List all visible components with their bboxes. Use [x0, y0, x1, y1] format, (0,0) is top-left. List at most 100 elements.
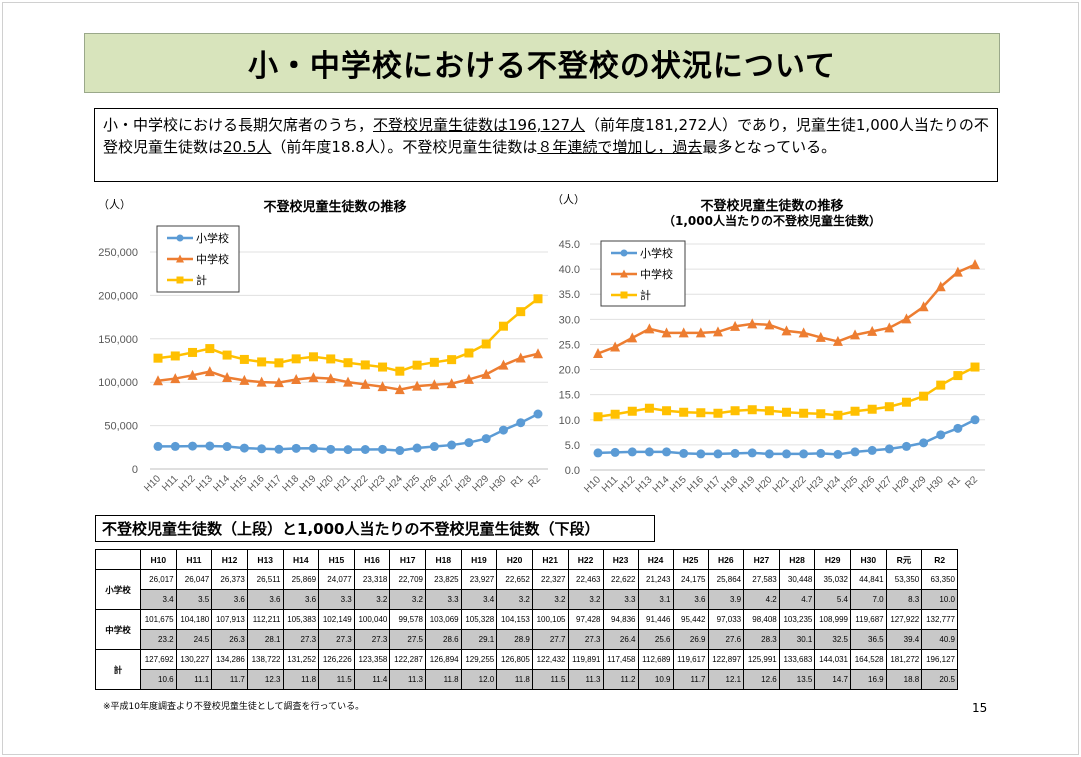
data-point: [377, 381, 388, 392]
data-point: [481, 434, 491, 444]
data-point: [918, 301, 929, 312]
data-point: [515, 352, 526, 363]
column-header: H21: [531, 549, 569, 570]
column-header: H11: [175, 549, 213, 570]
data-point: [447, 440, 457, 450]
count-cell: 95,442: [672, 609, 709, 630]
count-cell: 196,127: [921, 649, 958, 670]
data-point: [952, 266, 963, 277]
count-cell: 100,040: [353, 609, 391, 630]
rate-cell: 11.7: [672, 669, 709, 690]
rate-cell: 3.6: [211, 589, 248, 610]
count-cell: 53,350: [885, 569, 923, 590]
count-cell: 26,047: [175, 569, 213, 590]
count-cell: 164,528: [850, 649, 887, 670]
x-tick-label: H20: [754, 474, 775, 495]
legend-label: 計: [640, 288, 651, 302]
count-cell: 44,841: [850, 569, 887, 590]
data-point: [378, 362, 388, 372]
count-cell: 35,032: [814, 569, 851, 590]
page-number: 15: [972, 701, 988, 715]
summary-highlight: 20.5人: [223, 138, 272, 156]
x-tick-label: H21: [332, 473, 353, 494]
rate-cell: 8.3: [885, 589, 923, 610]
rate-cell: 27.3: [353, 629, 391, 650]
column-header: R2: [921, 549, 958, 570]
rate-cell: 27.3: [318, 629, 355, 650]
x-tick-label: H22: [788, 474, 809, 495]
data-point: [884, 402, 894, 412]
rate-cell: 11.2: [602, 669, 639, 690]
data-point: [695, 327, 706, 338]
table-row-count: 計 127,692 130,227 134,286 138,722 131,252 126,…: [95, 649, 958, 690]
data-point: [936, 430, 946, 440]
summary-text: （前年度18.8人）。不登校児童生徒数は: [271, 138, 538, 156]
data-point: [360, 360, 370, 370]
count-cell: 125,991: [743, 649, 780, 670]
data-point: [662, 447, 672, 457]
data-point: [188, 347, 198, 357]
count-cell: 122,287: [389, 649, 426, 670]
rate-cell: 12.0: [460, 669, 498, 690]
rate-cell: 4.7: [778, 589, 816, 610]
rate-cell: 3.2: [389, 589, 426, 610]
rate-cell: 11.3: [389, 669, 426, 690]
data-point: [884, 444, 894, 454]
data-point: [187, 369, 198, 380]
count-cell: 25,869: [282, 569, 320, 590]
count-cell: 130,227: [175, 649, 213, 670]
count-cell: 24,077: [318, 569, 355, 590]
count-cell: 22,463: [567, 569, 604, 590]
data-point: [222, 372, 233, 383]
data-point: [153, 353, 163, 363]
count-cell: 127,922: [885, 609, 923, 630]
rate-cell: 3.9: [707, 589, 745, 610]
data-point: [395, 446, 405, 456]
x-tick-label: H18: [281, 473, 302, 494]
data-point: [394, 384, 405, 395]
count-cell: 126,805: [496, 649, 533, 670]
count-cell: 98,408: [743, 609, 780, 630]
data-point: [498, 359, 509, 370]
x-tick-label: R2: [963, 474, 980, 491]
data-point: [481, 339, 491, 349]
rate-cell: 11.3: [567, 669, 604, 690]
rate-cell: 29.1: [460, 629, 498, 650]
data-point: [764, 319, 775, 330]
y-tick-label: 0: [132, 464, 138, 476]
data-point: [343, 445, 353, 455]
data-point: [730, 448, 740, 458]
data-point: [850, 406, 860, 416]
data-point: [274, 358, 284, 368]
count-cell: 131,252: [282, 649, 320, 670]
data-point: [533, 348, 543, 359]
data-point: [627, 406, 637, 416]
x-tick-label: H25: [401, 473, 422, 494]
rate-cell: 3.1: [637, 589, 674, 610]
x-tick-label: H26: [419, 473, 440, 494]
x-tick-label: H20: [315, 473, 336, 494]
count-cell: 101,675: [140, 609, 177, 630]
count-cell: 23,927: [460, 569, 498, 590]
data-point: [730, 406, 740, 416]
data-point: [274, 444, 284, 454]
y-tick-label: 200,000: [98, 290, 138, 302]
y-tick-label: 30.0: [559, 314, 580, 326]
rate-cell: 11.8: [496, 669, 533, 690]
rate-cell: 16.9: [850, 669, 887, 690]
title-banner: 小・中学校における不登校の状況について: [84, 33, 1000, 93]
rate-cell: 3.2: [531, 589, 569, 610]
x-tick-label: R2: [526, 473, 543, 490]
x-tick-label: H19: [737, 474, 758, 495]
count-cell: 134,286: [211, 649, 248, 670]
data-point: [222, 442, 232, 452]
count-cell: 144,031: [814, 649, 851, 670]
count-cell: 23,318: [353, 569, 391, 590]
data-point: [360, 378, 371, 389]
column-header: H10: [140, 549, 177, 570]
count-cell: 25,864: [707, 569, 745, 590]
data-table: H10 H11 H12 H13 H14 H15 H16 H17 H18 H19 H20 H21 H22 H…: [95, 549, 958, 690]
count-cell: 107,913: [211, 609, 248, 630]
y-axis-unit: （人）: [552, 193, 585, 206]
legend-label: 中学校: [196, 252, 229, 266]
